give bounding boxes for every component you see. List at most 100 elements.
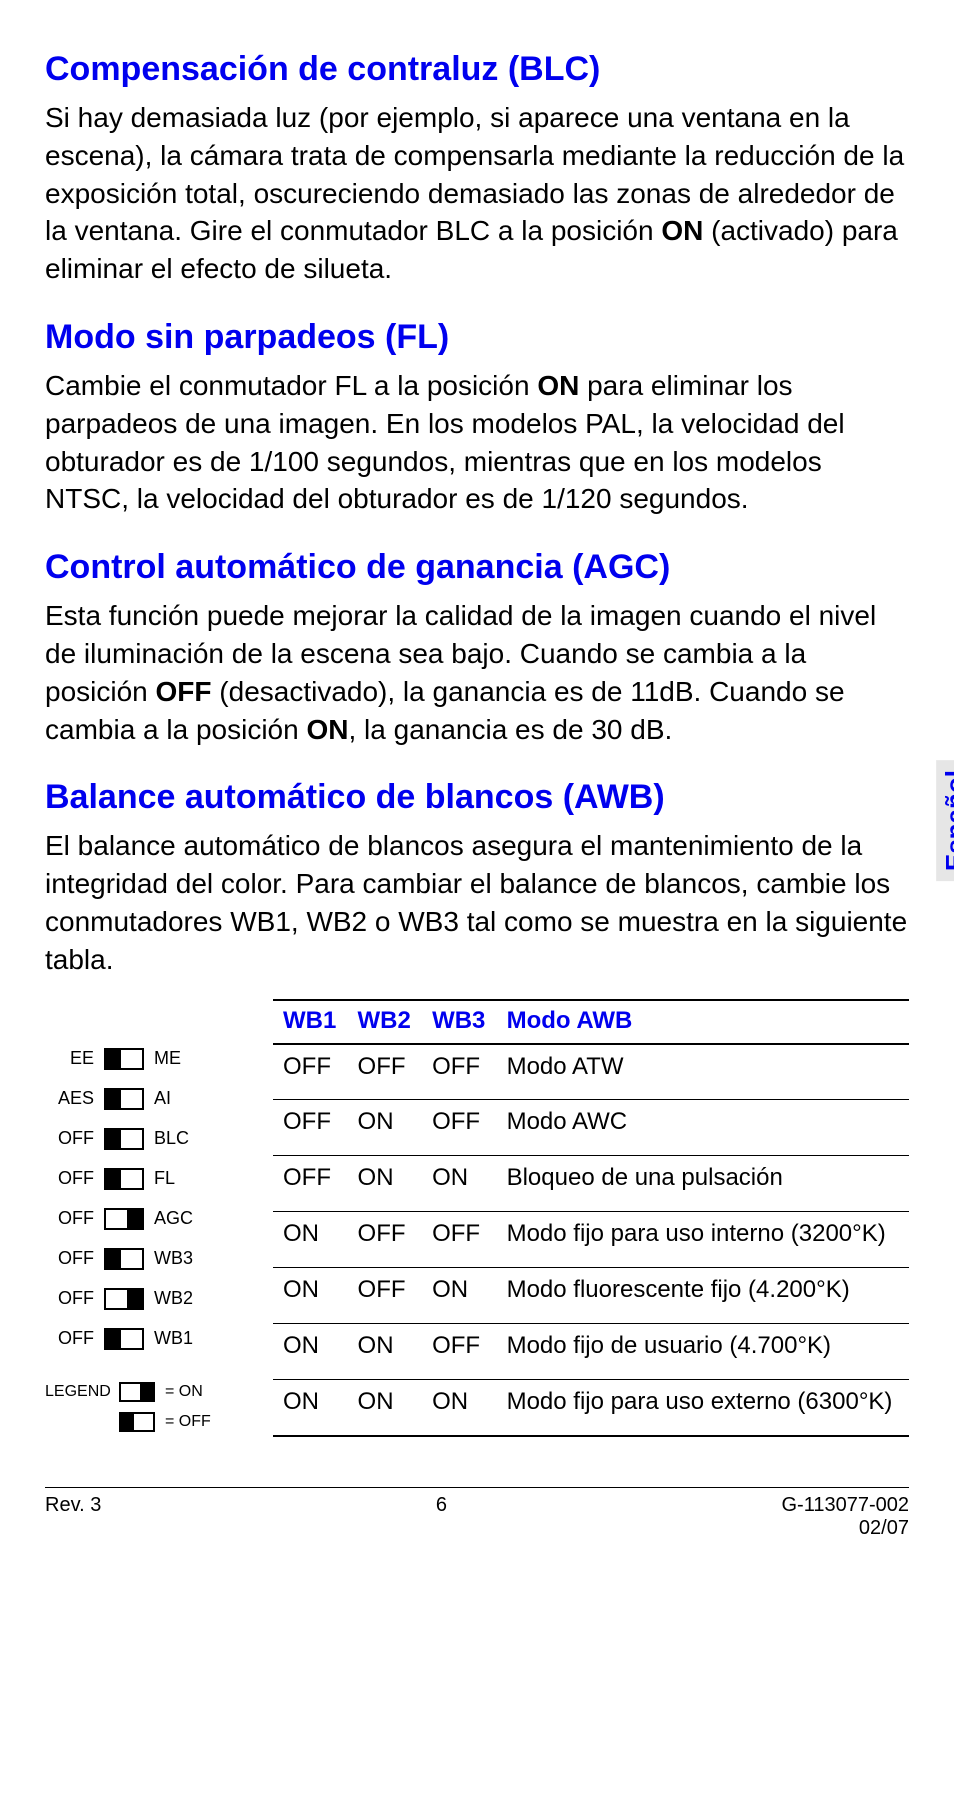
table-row: ONONOFFModo fijo de usuario (4.700°K)	[273, 1323, 909, 1379]
switch-icon	[104, 1168, 144, 1190]
table-row: OFFONOFFModo AWC	[273, 1100, 909, 1156]
dip-switch-row: OFF WB3	[45, 1239, 255, 1279]
table-cell: Modo fluorescente fijo (4.200°K)	[497, 1267, 909, 1323]
table-cell: OFF	[273, 1044, 348, 1100]
table-header-row: WB1 WB2 WB3 Modo AWB	[273, 1000, 909, 1044]
footer-page-number: 6	[436, 1494, 447, 1540]
table-cell: ON	[348, 1156, 423, 1212]
switch-right-label: FL	[148, 1168, 175, 1189]
switch-icon	[104, 1328, 144, 1350]
paragraph-blc: Si hay demasiada luz (por ejemplo, si ap…	[45, 99, 909, 288]
dip-switch-diagram: EEMEAESAIOFFBLCOFFFLOFFAGCOFFWB3OFFWB2OF…	[45, 999, 255, 1437]
table-cell: ON	[273, 1379, 348, 1436]
dip-switch-row: AES AI	[45, 1079, 255, 1119]
switch-icon	[104, 1288, 144, 1310]
column-header: WB1	[273, 1000, 348, 1044]
footer-docid: G-113077-002 02/07	[781, 1494, 909, 1540]
switch-left-label: OFF	[45, 1288, 100, 1309]
heading-blc: Compensación de contraluz (BLC)	[45, 50, 909, 89]
paragraph-fl: Cambie el conmutador FL a la posición ON…	[45, 367, 909, 518]
dip-switch-row: OFF WB1	[45, 1319, 255, 1359]
table-cell: OFF	[273, 1156, 348, 1212]
awb-content-area: EEMEAESAIOFFBLCOFFFLOFFAGCOFFWB3OFFWB2OF…	[45, 999, 909, 1437]
table-cell: OFF	[422, 1212, 497, 1268]
bold-text: ON	[306, 714, 348, 745]
switch-left-label: EE	[45, 1048, 100, 1069]
switch-left-label: OFF	[45, 1248, 100, 1269]
table-row: ONONONModo fijo para uso externo (6300°K…	[273, 1379, 909, 1436]
table-cell: ON	[422, 1156, 497, 1212]
switch-left-label: OFF	[45, 1208, 100, 1229]
column-header: WB2	[348, 1000, 423, 1044]
footer-date: 02/07	[859, 1517, 909, 1539]
table-cell: Bloqueo de una pulsación	[497, 1156, 909, 1212]
text: Cambie el conmutador FL a la posición	[45, 370, 537, 401]
switch-right-label: WB1	[148, 1328, 193, 1349]
table-cell: Modo fijo para uso externo (6300°K)	[497, 1379, 909, 1436]
switch-icon	[104, 1088, 144, 1110]
table-row: OFFOFFOFFModo ATW	[273, 1044, 909, 1100]
heading-fl: Modo sin parpadeos (FL)	[45, 318, 909, 357]
table-cell: Modo AWC	[497, 1100, 909, 1156]
legend-off-text: = OFF	[159, 1413, 211, 1431]
table-cell: OFF	[422, 1323, 497, 1379]
table-row: ONOFFONModo fluorescente fijo (4.200°K)	[273, 1267, 909, 1323]
dip-switch-row: OFF FL	[45, 1159, 255, 1199]
text: , la ganancia es de 30 dB.	[348, 714, 672, 745]
table-cell: ON	[348, 1323, 423, 1379]
table-cell: Modo fijo de usuario (4.700°K)	[497, 1323, 909, 1379]
table-cell: OFF	[348, 1044, 423, 1100]
dip-switch-row: OFF AGC	[45, 1199, 255, 1239]
table-cell: ON	[422, 1267, 497, 1323]
column-header: Modo AWB	[497, 1000, 909, 1044]
table-row: ONOFFOFFModo fijo para uso interno (3200…	[273, 1212, 909, 1268]
page-footer: Rev. 3 6 G-113077-002 02/07	[45, 1487, 909, 1540]
switch-icon	[104, 1208, 144, 1230]
switch-right-label: WB3	[148, 1248, 193, 1269]
footer-revision: Rev. 3	[45, 1494, 101, 1540]
switch-right-label: ME	[148, 1048, 181, 1069]
heading-awb: Balance automático de blancos (AWB)	[45, 778, 909, 817]
switch-right-label: WB2	[148, 1288, 193, 1309]
footer-doc-number: G-113077-002	[781, 1494, 909, 1516]
switch-left-label: AES	[45, 1088, 100, 1109]
table-row: OFFONONBloqueo de una pulsación	[273, 1156, 909, 1212]
switch-left-label: OFF	[45, 1168, 100, 1189]
dip-switch-row: OFF WB2	[45, 1279, 255, 1319]
switch-icon	[104, 1248, 144, 1270]
table-cell: ON	[273, 1267, 348, 1323]
switch-off-icon	[119, 1412, 155, 1432]
switch-icon	[104, 1128, 144, 1150]
table-cell: Modo ATW	[497, 1044, 909, 1100]
legend-label: LEGEND	[45, 1383, 115, 1401]
document-page: Español Compensación de contraluz (BLC) …	[0, 0, 954, 1570]
table-cell: OFF	[422, 1100, 497, 1156]
dip-switch-row: OFF BLC	[45, 1119, 255, 1159]
table-cell: OFF	[348, 1267, 423, 1323]
table-cell: ON	[348, 1379, 423, 1436]
switch-right-label: AI	[148, 1088, 171, 1109]
language-tab: Español	[936, 760, 954, 881]
switch-right-label: AGC	[148, 1208, 193, 1229]
legend-on-text: = ON	[159, 1383, 203, 1401]
table-cell: ON	[348, 1100, 423, 1156]
switch-left-label: OFF	[45, 1128, 100, 1149]
switch-left-label: OFF	[45, 1328, 100, 1349]
switch-legend: LEGEND = ON = OFF	[45, 1377, 255, 1437]
table-cell: ON	[273, 1212, 348, 1268]
table-cell: ON	[422, 1379, 497, 1436]
text: El balance automático de blancos asegura…	[45, 830, 907, 974]
dip-switch-row: EE ME	[45, 1039, 255, 1079]
paragraph-awb: El balance automático de blancos asegura…	[45, 827, 909, 978]
switch-on-icon	[119, 1382, 155, 1402]
switch-right-label: BLC	[148, 1128, 189, 1149]
bold-text: OFF	[156, 676, 212, 707]
bold-text: ON	[661, 215, 703, 246]
bold-text: ON	[537, 370, 579, 401]
switch-icon	[104, 1048, 144, 1070]
heading-agc: Control automático de ganancia (AGC)	[45, 548, 909, 587]
column-header: WB3	[422, 1000, 497, 1044]
table-cell: OFF	[422, 1044, 497, 1100]
table-cell: OFF	[348, 1212, 423, 1268]
table-cell: ON	[273, 1323, 348, 1379]
